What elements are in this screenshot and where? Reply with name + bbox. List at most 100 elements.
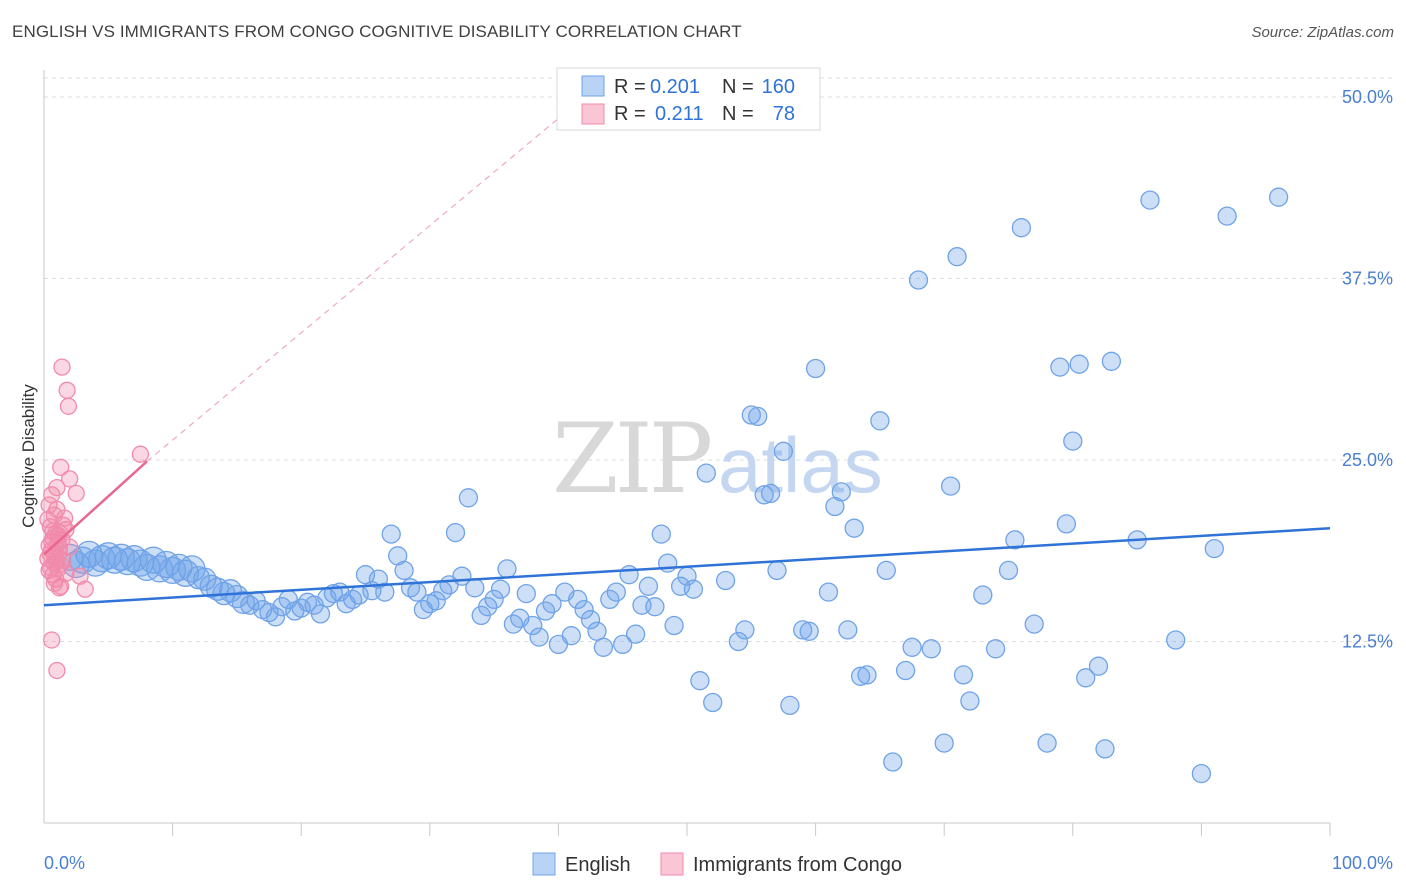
data-point (773, 441, 794, 461)
data-point (703, 692, 723, 713)
data-point (844, 518, 864, 538)
watermark-zip: ZIP (552, 403, 711, 515)
y-tick-label: 25.0% (1342, 450, 1393, 470)
data-point (1037, 733, 1057, 753)
data-point (780, 695, 800, 716)
data-point (985, 639, 1006, 659)
data-point (638, 576, 659, 596)
trend-line-english (43, 526, 1331, 607)
data-point (645, 597, 665, 617)
data-point (542, 594, 562, 614)
data-point (71, 567, 89, 585)
data-point (587, 621, 607, 641)
data-point (728, 631, 749, 652)
legend: R = 0.201 N = 160 R = 0.211 N = 78 (556, 67, 821, 131)
data-point (265, 607, 286, 627)
data-point (748, 406, 768, 427)
data-point (1217, 206, 1237, 226)
data-point (1050, 357, 1070, 377)
data-point (490, 579, 511, 599)
chart-title: ENGLISH VS IMMIGRANTS FROM CONGO COGNITI… (12, 22, 742, 41)
legend-swatch-congo (581, 103, 605, 125)
data-point (310, 604, 331, 624)
data-point (48, 500, 66, 519)
y-axis-label: Cognitive Disability (19, 384, 38, 528)
data-point (1063, 431, 1083, 451)
data-point (767, 560, 787, 581)
data-point (529, 627, 549, 647)
data-point (1069, 354, 1089, 374)
congo-points (39, 358, 150, 680)
legend-r-label-2: R = (614, 103, 646, 125)
data-point (131, 445, 150, 463)
data-point (715, 570, 736, 591)
data-point (1056, 514, 1077, 534)
legend-n-label-2: N = (722, 103, 754, 125)
data-point (1191, 763, 1212, 784)
data-point (516, 583, 536, 604)
data-point (1166, 630, 1186, 650)
legend-r-label: R = (614, 76, 646, 98)
trend-extension-congo (146, 96, 585, 462)
legend-swatch-english (581, 75, 605, 97)
data-point (465, 578, 485, 598)
data-point (805, 358, 826, 379)
data-point (52, 458, 70, 476)
data-point (613, 634, 633, 655)
legend-r-english: 0.201 (650, 76, 700, 98)
y-tick-labels: 12.5% 25.0% 37.5% 50.0% (1342, 87, 1393, 652)
data-point (50, 539, 69, 558)
data-point (831, 482, 851, 502)
data-point (478, 597, 498, 617)
data-point (754, 485, 774, 505)
data-point (193, 567, 217, 591)
data-point (535, 601, 556, 621)
data-point (1268, 187, 1289, 207)
legend-n-english: 160 (762, 76, 795, 98)
data-point (876, 560, 896, 581)
data-point (690, 671, 710, 691)
watermark-atlas: atlas (718, 421, 883, 509)
data-point (1005, 530, 1025, 550)
x-tick-label-max: 100.0% (1332, 853, 1393, 873)
data-point (59, 397, 78, 415)
y-tick-label: 12.5% (1342, 632, 1393, 652)
data-point (593, 637, 614, 657)
data-point (40, 561, 58, 580)
data-point (895, 660, 916, 681)
data-point (818, 582, 839, 602)
data-point (1140, 190, 1160, 210)
x-ticks (172, 823, 1331, 836)
data-point (850, 666, 871, 686)
data-point (58, 381, 76, 399)
y-tick-label: 50.0% (1342, 87, 1393, 107)
data-point (43, 631, 61, 649)
data-point (381, 524, 401, 544)
data-point (523, 615, 543, 636)
trend-line-congo (43, 460, 148, 556)
data-point (947, 247, 967, 267)
data-point (651, 524, 671, 544)
data-point (61, 470, 79, 488)
data-point (921, 639, 941, 659)
bottom-legend-swatch-english (532, 852, 556, 876)
data-point (625, 624, 646, 644)
data-point (760, 483, 781, 504)
data-point (857, 665, 877, 685)
data-point (45, 574, 63, 593)
data-point (883, 752, 903, 772)
data-point (1024, 614, 1044, 634)
legend-n-congo: 78 (773, 103, 795, 125)
bottom-legend: English Immigrants from Congo (532, 852, 902, 876)
data-point (54, 516, 72, 534)
data-point (574, 599, 594, 620)
data-point (735, 620, 755, 640)
watermark: ZIP atlas (552, 403, 883, 515)
data-point (445, 522, 466, 543)
data-point (998, 560, 1019, 581)
y-tick-label: 37.5% (1342, 269, 1393, 289)
data-point (973, 585, 993, 605)
data-point (497, 559, 517, 579)
data-point (1088, 656, 1109, 676)
data-point (458, 488, 479, 508)
